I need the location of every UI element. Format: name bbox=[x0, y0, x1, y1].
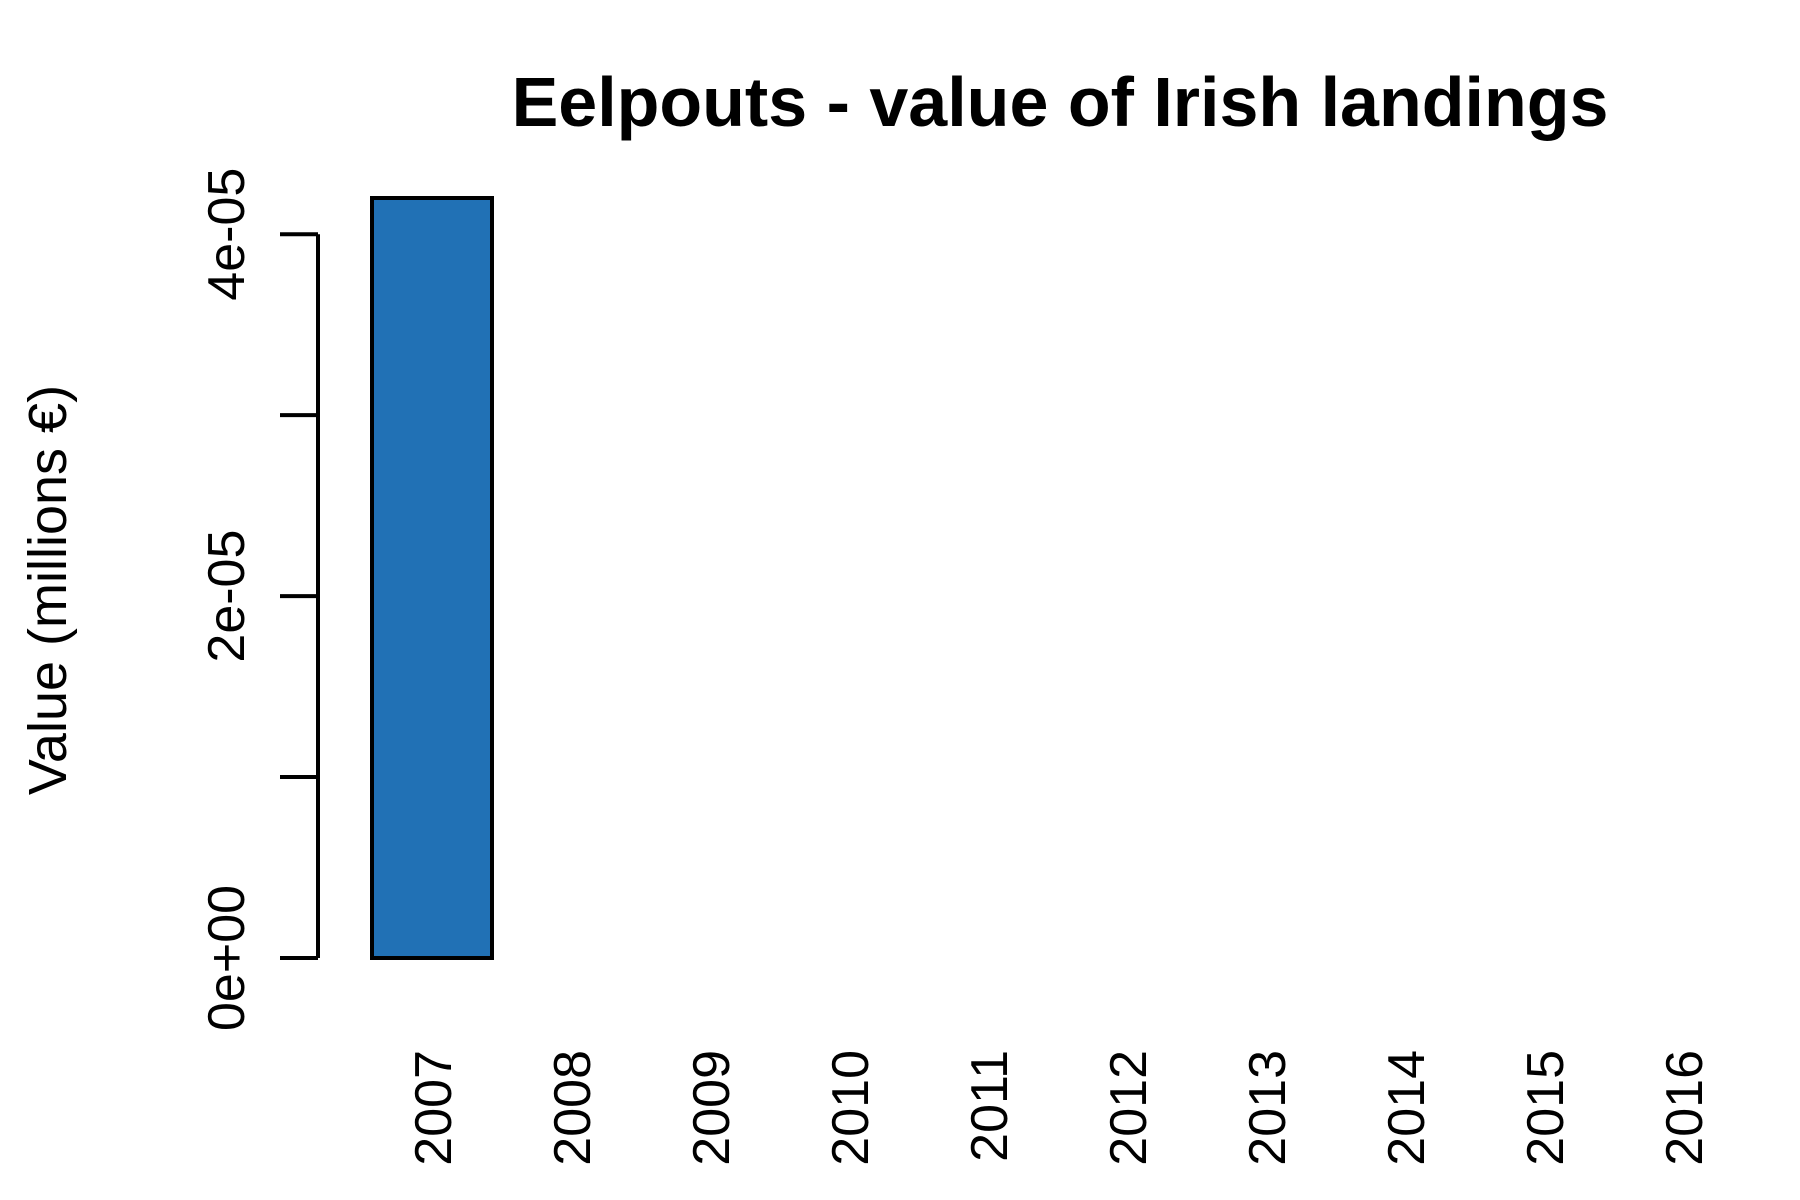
y-axis: 0e+00 2e-05 4e-05 bbox=[198, 168, 320, 1031]
x-tick-label-2012: 2012 bbox=[1100, 1050, 1158, 1166]
y-axis-label: Value (millions €) bbox=[18, 385, 78, 795]
x-tick-label-2013: 2013 bbox=[1239, 1050, 1297, 1166]
chart-title: Eelpouts - value of Irish landings bbox=[512, 63, 1609, 141]
y-tick-label: 0e+00 bbox=[198, 885, 256, 1031]
x-tick-label-2009: 2009 bbox=[683, 1050, 741, 1166]
bars bbox=[370, 196, 494, 960]
y-tick-label: 4e-05 bbox=[198, 168, 256, 301]
x-tick-label-2015: 2015 bbox=[1517, 1050, 1575, 1166]
x-axis-labels: 2007 2008 2009 2010 2011 2012 2013 2014 2015 2016 bbox=[405, 1050, 1714, 1166]
x-tick-label-2010: 2010 bbox=[822, 1050, 880, 1166]
bar-2007 bbox=[370, 196, 494, 960]
x-tick-label-2014: 2014 bbox=[1378, 1050, 1436, 1166]
y-tick-label: 2e-05 bbox=[198, 530, 256, 663]
x-tick-label-2007: 2007 bbox=[405, 1050, 463, 1166]
x-tick-label-2008: 2008 bbox=[544, 1050, 602, 1166]
x-tick-label-2016: 2016 bbox=[1656, 1050, 1714, 1166]
x-tick-label-2011: 2011 bbox=[961, 1050, 1019, 1162]
